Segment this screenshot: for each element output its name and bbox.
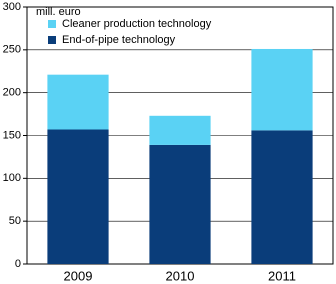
y-tick-label: 50 xyxy=(9,215,21,227)
bar-segment xyxy=(47,74,109,130)
y-tick-label: 100 xyxy=(3,172,21,184)
bar-segment xyxy=(47,129,109,264)
y-tick-label: 250 xyxy=(3,44,21,56)
x-tick-label: 2009 xyxy=(64,268,93,283)
bar-segment xyxy=(149,115,211,145)
bar-segment xyxy=(149,144,211,264)
bar-segment xyxy=(251,130,313,264)
legend-label: End-of-pipe technology xyxy=(62,34,176,46)
y-tick-label: 300 xyxy=(3,1,21,13)
bar-segment xyxy=(251,48,313,131)
x-tick-label: 2010 xyxy=(166,268,195,283)
y-tick-label: 0 xyxy=(15,258,21,270)
legend-box xyxy=(46,17,208,49)
x-tick-label: 2011 xyxy=(268,268,296,283)
y-tick-label: 200 xyxy=(3,87,21,99)
legend-swatch xyxy=(48,20,56,28)
y-tick-label: 150 xyxy=(3,129,21,141)
y-axis-label: mill. euro xyxy=(36,6,81,18)
legend-swatch xyxy=(48,36,56,44)
legend-label: Cleaner production technology xyxy=(62,18,212,30)
